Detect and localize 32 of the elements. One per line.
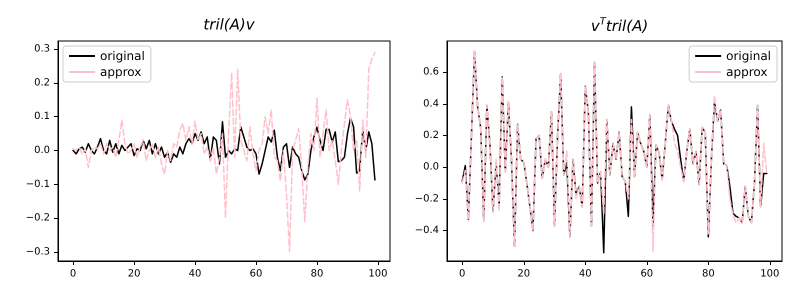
y-tick-label: 0.4 [423,98,439,110]
y-tick-label: 0.0 [34,144,50,156]
y-tick-label: −0.1 [26,178,50,190]
line-series [72,52,376,253]
x-tick-label: 60 [250,268,262,280]
x-tick-label: 40 [188,268,202,280]
y-tick-label: −0.2 [414,193,439,204]
x-tick-label: 0 [459,268,466,280]
y-tick-label: 0.1 [34,111,50,122]
y-tick-label: −0.3 [26,246,50,258]
x-tick-label: 80 [310,268,324,280]
y-tick-label: 0.0 [423,162,439,173]
x-tick-label: 100 [760,268,780,280]
y-tick-label: −0.4 [414,225,439,236]
y-tick-label: 0.2 [423,130,439,141]
x-tick-label: 100 [368,268,388,280]
y-tick-label: 0.3 [34,44,50,55]
y-tick-label: −0.2 [26,212,50,224]
line-series [72,117,376,181]
legend-label: approx [726,65,768,79]
x-tick-label: 20 [128,268,140,280]
x-tick-label: 60 [640,268,654,280]
x-tick-label: 0 [70,268,76,280]
y-tick-label: 0.6 [423,66,439,78]
legend-label: original [726,49,772,63]
x-tick-label: 80 [702,268,715,280]
y-tick-label: 0.2 [34,77,50,88]
x-tick-label: 20 [517,268,530,280]
x-tick-label: 40 [578,268,592,280]
legend-label: original [100,49,145,63]
chart-title: tril(A)v [203,16,256,34]
legend-label: approx [100,65,142,79]
